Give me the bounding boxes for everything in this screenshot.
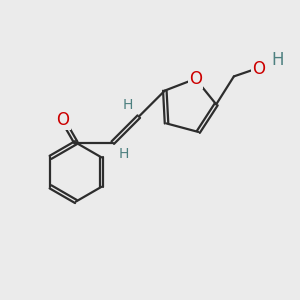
Text: H: H (119, 147, 129, 161)
Text: O: O (56, 111, 69, 129)
Text: O: O (252, 60, 266, 78)
Text: H: H (122, 98, 133, 112)
Text: O: O (189, 70, 202, 88)
Text: H: H (271, 51, 284, 69)
